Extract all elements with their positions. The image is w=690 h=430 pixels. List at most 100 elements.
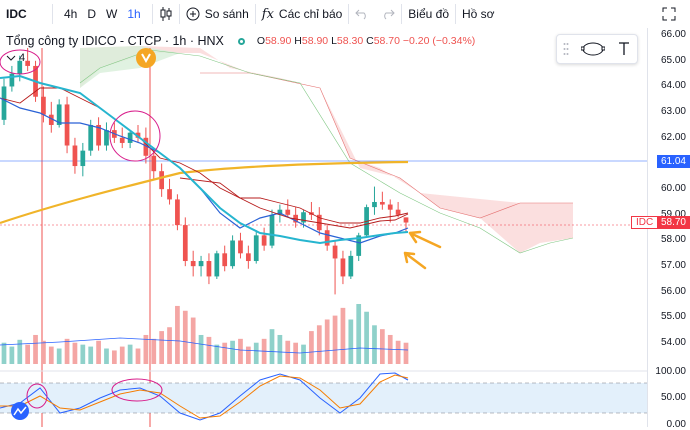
price-chart[interactable] bbox=[0, 28, 648, 427]
candle-body[interactable] bbox=[167, 189, 172, 200]
candle-body[interactable] bbox=[324, 230, 330, 246]
divider bbox=[151, 4, 153, 24]
indicators-label: Các chỉ báo bbox=[278, 7, 343, 21]
candle-body[interactable] bbox=[387, 204, 393, 210]
candle-body[interactable] bbox=[198, 261, 204, 267]
candle-body[interactable] bbox=[17, 60, 23, 74]
candle-body[interactable] bbox=[41, 96, 46, 115]
divider bbox=[52, 4, 53, 24]
stochastic-band bbox=[0, 383, 648, 413]
volume-bar bbox=[403, 342, 409, 364]
volume-bar bbox=[9, 346, 15, 364]
candle-body[interactable] bbox=[403, 217, 409, 223]
volume-bars bbox=[1, 304, 409, 364]
redo-icon bbox=[384, 9, 396, 20]
legend-title[interactable]: Tổng công ty IDICO - CTCP · 1h · HNX bbox=[6, 34, 224, 48]
indicators-button[interactable]: fx Các chỉ báo bbox=[256, 0, 349, 28]
tradingview-logo-icon bbox=[13, 406, 27, 416]
candle-body[interactable] bbox=[48, 114, 54, 125]
timeframe-1h[interactable]: 1h bbox=[127, 7, 141, 21]
candle-body[interactable] bbox=[175, 199, 180, 226]
volume-bar bbox=[198, 334, 204, 364]
timeframe-group: 4h D W 1h bbox=[53, 0, 152, 28]
ellipse-tool-icon[interactable] bbox=[581, 41, 605, 57]
candle-type-button[interactable] bbox=[153, 0, 179, 28]
volume-bar bbox=[340, 307, 346, 364]
volume-bar bbox=[143, 334, 149, 364]
candle-body[interactable] bbox=[348, 255, 354, 277]
candle-body[interactable] bbox=[80, 150, 86, 167]
candle-body[interactable] bbox=[301, 212, 306, 223]
candle-body[interactable] bbox=[222, 253, 228, 267]
candle-body[interactable] bbox=[135, 132, 141, 138]
annotation-circle bbox=[109, 110, 161, 162]
candle-body[interactable] bbox=[143, 137, 149, 156]
candle-body[interactable] bbox=[159, 171, 165, 190]
annotation-circle bbox=[111, 378, 163, 402]
text-tool-icon[interactable] bbox=[617, 41, 631, 57]
volume-bar bbox=[348, 319, 354, 364]
chart-type-label: Biểu đồ bbox=[408, 7, 449, 21]
candle-body[interactable] bbox=[190, 261, 196, 267]
timeframe-w[interactable]: W bbox=[106, 7, 118, 21]
volume-bar bbox=[111, 350, 117, 364]
axis-tick: 57.00 bbox=[660, 260, 686, 272]
candle-body[interactable] bbox=[379, 201, 385, 205]
redo-button[interactable] bbox=[375, 0, 401, 28]
candle-body[interactable] bbox=[182, 225, 188, 262]
candle-body[interactable] bbox=[25, 60, 31, 66]
candle-body[interactable] bbox=[9, 73, 15, 87]
compare-button[interactable]: So sánh bbox=[180, 0, 255, 28]
ohlc-values: O58.90 H58.90 L58.30 C58.70 −0.20 (−0.34… bbox=[257, 35, 475, 47]
candle-body[interactable] bbox=[332, 245, 338, 259]
timeframe-4h[interactable]: 4h bbox=[64, 7, 78, 21]
axis-tick: 56.00 bbox=[660, 285, 686, 297]
candle-body[interactable] bbox=[253, 235, 259, 262]
candle-body[interactable] bbox=[104, 130, 109, 146]
candle-body[interactable] bbox=[261, 235, 267, 246]
candle-body[interactable] bbox=[340, 258, 346, 277]
volume-bar bbox=[301, 344, 306, 364]
event-marker[interactable] bbox=[136, 48, 156, 68]
candle-body[interactable] bbox=[119, 137, 125, 143]
divider bbox=[254, 4, 256, 24]
candle-body[interactable] bbox=[277, 209, 283, 215]
candle-body[interactable] bbox=[151, 155, 157, 172]
drag-handle-icon[interactable] bbox=[563, 42, 569, 56]
symbol-search[interactable]: IDC bbox=[0, 0, 52, 28]
candle-body[interactable] bbox=[127, 132, 133, 143]
indicator-toggle[interactable]: 4 bbox=[6, 52, 25, 64]
volume-bar bbox=[33, 334, 38, 364]
candle-body[interactable] bbox=[285, 209, 291, 215]
candle-body[interactable] bbox=[56, 104, 62, 125]
divider bbox=[348, 4, 350, 24]
candle-body[interactable] bbox=[395, 209, 401, 215]
candle-body[interactable] bbox=[269, 214, 275, 246]
candle-body[interactable] bbox=[230, 240, 235, 267]
candle-body[interactable] bbox=[372, 201, 377, 208]
volume-bar bbox=[17, 339, 23, 364]
change-value: −0.20 (−0.34%) bbox=[402, 35, 476, 47]
volume-bar bbox=[48, 346, 54, 364]
candle-body[interactable] bbox=[238, 240, 243, 254]
volume-bar bbox=[214, 344, 220, 364]
candle-body[interactable] bbox=[214, 253, 220, 277]
volume-bar bbox=[332, 315, 338, 364]
candle-body[interactable] bbox=[96, 124, 101, 146]
chart-type-menu[interactable]: Biểu đồ bbox=[402, 0, 455, 28]
candle-body[interactable] bbox=[88, 124, 94, 151]
candle-body[interactable] bbox=[72, 145, 78, 167]
volume-bar bbox=[80, 344, 86, 364]
candle-body[interactable] bbox=[245, 253, 251, 262]
fullscreen-button[interactable] bbox=[656, 0, 690, 28]
undo-button[interactable] bbox=[349, 0, 375, 28]
axis-tick: 62.00 bbox=[660, 131, 686, 143]
candle-body[interactable] bbox=[64, 104, 70, 146]
candle-body[interactable] bbox=[206, 261, 212, 277]
candle-body[interactable] bbox=[1, 86, 7, 120]
volume-bar bbox=[151, 338, 157, 364]
profile-menu[interactable]: Hồ sơ bbox=[456, 0, 526, 28]
market-status-dot bbox=[237, 37, 245, 45]
timeframe-d[interactable]: D bbox=[87, 7, 97, 21]
candle-body[interactable] bbox=[356, 235, 362, 256]
